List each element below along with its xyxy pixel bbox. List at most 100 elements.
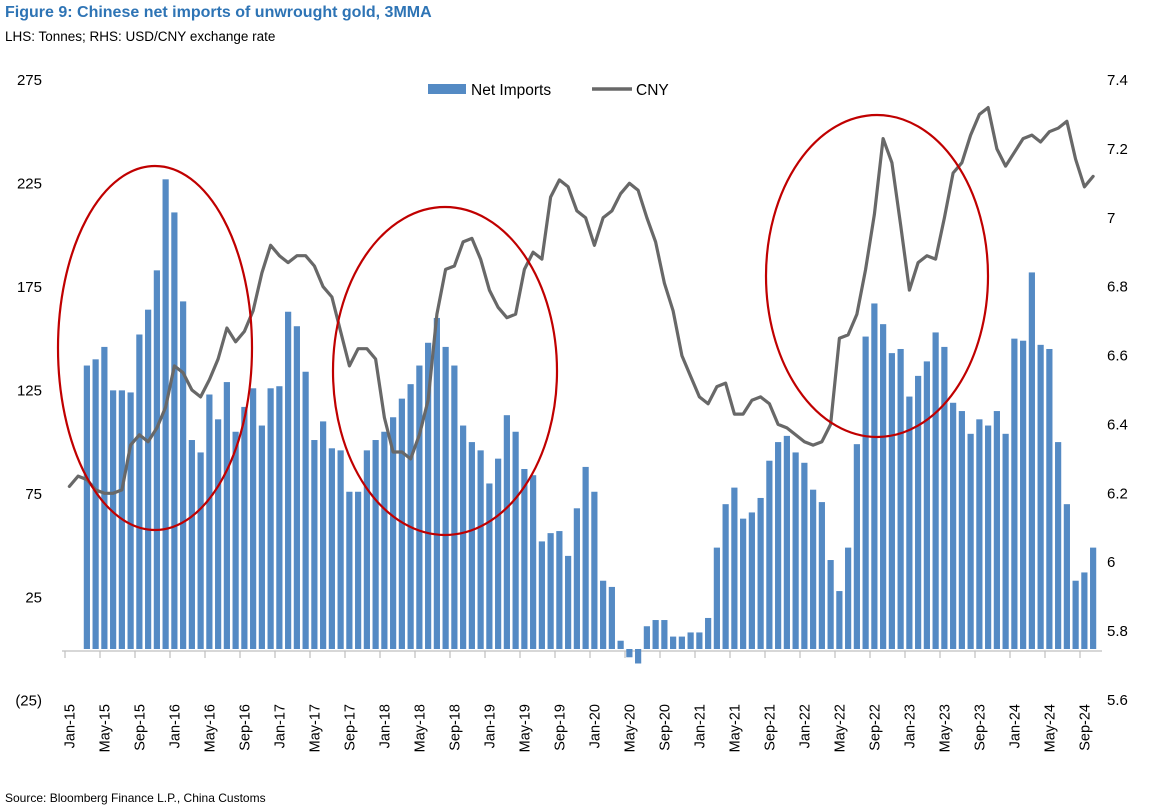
net-imports-bar (495, 458, 502, 649)
net-imports-bar (197, 452, 204, 649)
x-axis-tick-label: Jan-24 (1007, 704, 1023, 748)
x-axis-tick-label: Jan-23 (902, 704, 918, 748)
net-imports-bar (670, 636, 677, 649)
right-axis-tick-label: 7 (1107, 210, 1115, 227)
net-imports-bar (696, 632, 703, 649)
net-imports-bar (206, 394, 213, 649)
left-axis-tick-label: 125 (17, 382, 42, 399)
net-imports-bar (705, 617, 712, 649)
net-imports-bar (171, 212, 178, 649)
net-imports-bar (635, 649, 642, 664)
right-axis-tick-label: 6.6 (1107, 348, 1128, 365)
highlight-ellipse (331, 205, 559, 537)
net-imports-bar (810, 489, 817, 649)
net-imports-bar (582, 466, 589, 649)
legend-bar-swatch (428, 84, 466, 94)
left-axis-tick-label: 75 (25, 486, 42, 503)
net-imports-bar (941, 346, 948, 649)
net-imports-bar (530, 475, 537, 649)
net-imports-bar (267, 388, 274, 649)
net-imports-bar (740, 518, 747, 649)
net-imports-bar (836, 591, 843, 649)
x-axis-tick-label: Jan-15 (62, 704, 78, 748)
left-axis-tick-label: 225 (17, 175, 42, 192)
source-note: Source: Bloomberg Finance L.P., China Cu… (5, 791, 266, 805)
net-imports-bar (538, 541, 545, 649)
net-imports-bar (950, 402, 957, 649)
net-imports-bar (101, 346, 108, 649)
x-axis-tick-label: Jan-18 (377, 704, 393, 748)
net-imports-bar (678, 636, 685, 649)
x-axis-tick-label: Sep-19 (552, 704, 568, 751)
net-imports-bar (1002, 433, 1009, 649)
net-imports-bar (381, 431, 388, 649)
net-imports-bar (547, 533, 554, 649)
chart-title: Figure 9: Chinese net imports of unwroug… (5, 4, 432, 21)
net-imports-bar (320, 421, 327, 649)
net-imports-bar (1037, 344, 1044, 649)
net-imports-bar (521, 468, 528, 649)
net-imports-bar (1063, 504, 1070, 649)
net-imports-bar (845, 547, 852, 649)
net-imports-bar (871, 303, 878, 649)
net-imports-bar (713, 547, 720, 649)
net-imports-bar (477, 450, 484, 649)
chart-subtitle: LHS: Tonnes; RHS: USD/CNY exchange rate (5, 29, 276, 44)
net-imports-bar (346, 491, 353, 649)
net-imports-bar (1020, 340, 1027, 649)
net-imports-bar (390, 417, 397, 649)
x-axis-tick-label: May-17 (307, 704, 323, 752)
net-imports-bar (853, 444, 860, 649)
net-imports-bar (460, 425, 467, 649)
x-axis-tick-label: May-18 (412, 704, 428, 752)
x-axis-tick-label: Jan-21 (692, 704, 708, 748)
net-imports-bar (258, 425, 265, 649)
legend-line-label: CNY (636, 82, 669, 99)
right-axis-tick-label: 6.2 (1107, 485, 1128, 502)
net-imports-bar (110, 390, 117, 649)
left-axis-tick-label: (25) (15, 693, 42, 710)
x-axis-tick-label: Jan-20 (587, 704, 603, 748)
net-imports-bar (915, 375, 922, 649)
net-imports-bar (591, 491, 598, 649)
net-imports-bar (215, 419, 222, 649)
net-imports-bar (407, 384, 414, 649)
net-imports-bar (337, 450, 344, 649)
net-imports-bar (888, 353, 895, 649)
x-axis-tick-label: Sep-20 (657, 704, 673, 751)
net-imports-bar (976, 419, 983, 649)
net-imports-bar (425, 342, 432, 649)
x-axis-tick-label: May-21 (727, 704, 743, 752)
x-axis-tick-label: May-23 (937, 704, 953, 752)
net-imports-bar (652, 620, 659, 649)
x-axis-tick-label: Jan-16 (167, 704, 183, 748)
x-axis-tick-label: Sep-23 (972, 704, 988, 751)
net-imports-bar (958, 411, 965, 649)
net-imports-bar (818, 502, 825, 649)
net-imports-bar (1055, 442, 1062, 649)
x-axis-tick-label: Jan-17 (272, 704, 288, 748)
net-imports-bar (311, 440, 318, 649)
net-imports-bar (468, 442, 475, 649)
net-imports-bar (600, 580, 607, 649)
x-axis-tick-label: Sep-22 (867, 704, 883, 751)
net-imports-bar (241, 406, 248, 649)
net-imports-bar (416, 365, 423, 649)
right-axis-tick-label: 7.4 (1107, 72, 1128, 89)
x-axis-tick-label: Jan-22 (797, 704, 813, 748)
net-imports-bar (862, 336, 869, 649)
net-imports-bar (556, 531, 563, 649)
net-imports-bar (661, 620, 668, 649)
net-imports-bar (565, 555, 572, 649)
x-axis-tick-label: Sep-16 (237, 704, 253, 751)
net-imports-bar (83, 365, 90, 649)
x-axis-tick-label: Sep-17 (342, 704, 358, 751)
net-imports-bar (792, 452, 799, 649)
net-imports-bar (188, 440, 195, 649)
net-imports-bar (363, 450, 370, 649)
net-imports-bar (573, 508, 580, 649)
x-axis-tick-label: May-24 (1042, 704, 1058, 752)
net-imports-bar (1090, 547, 1097, 649)
net-imports-bar (503, 415, 510, 649)
cny-line (67, 105, 1095, 495)
